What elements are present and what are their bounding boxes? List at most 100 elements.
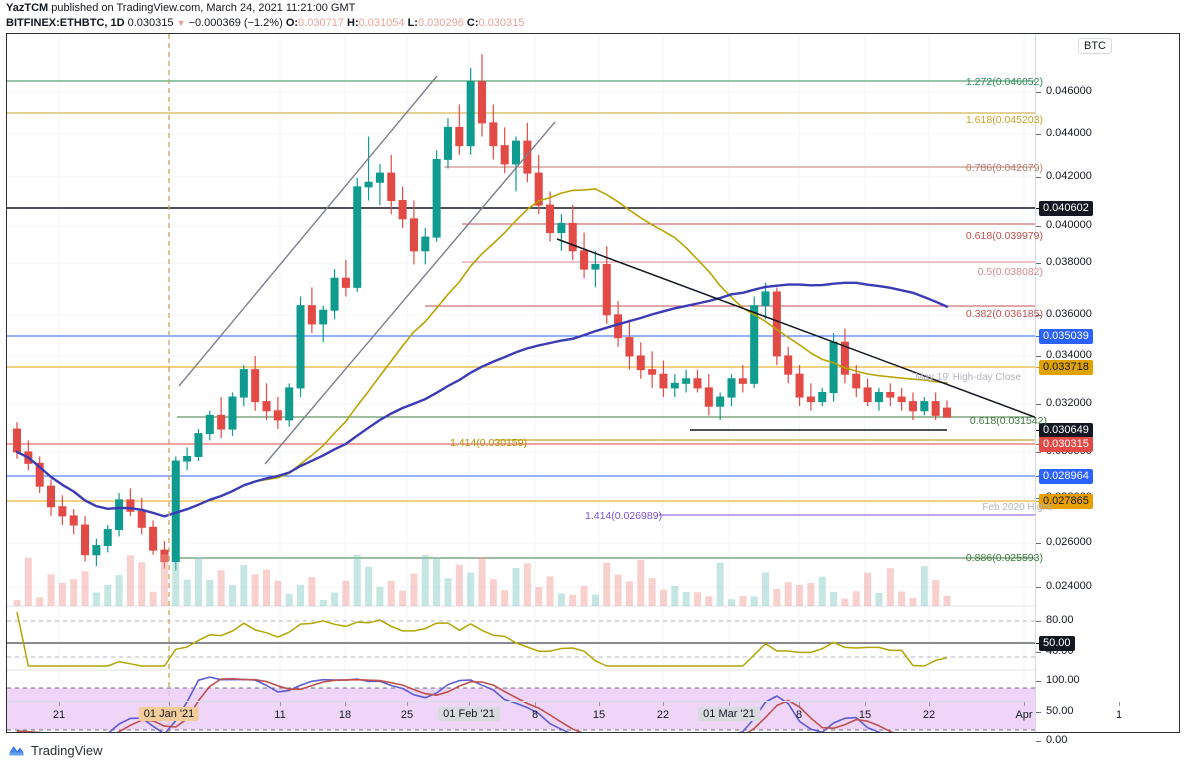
axis-tick-mark [1036, 498, 1041, 499]
time-label-12: 22 [922, 709, 936, 721]
publisher-line: YazTCM published on TradingView.com, Mar… [6, 2, 706, 15]
axis-tick-mark [1036, 543, 1041, 544]
axis-tick-mark [1036, 621, 1041, 622]
time-tick-mark [929, 702, 930, 706]
fib-level-label-1: 1.618(0.045203) [965, 114, 1043, 126]
price-badge-tick [1036, 643, 1041, 644]
time-tick-mark [169, 702, 170, 706]
tradingview-wordmark: TradingView [31, 743, 103, 758]
chart-canvas[interactable] [7, 34, 1035, 732]
change-direction-icon: ▼ [176, 18, 186, 28]
price-tick-label-7: 0.032000 [1046, 397, 1092, 409]
time-tick-mark [535, 702, 536, 706]
time-tick-mark [799, 702, 800, 706]
fib-level-label-4: 0.5(0.038082) [977, 266, 1043, 278]
axis-tick-mark [1036, 226, 1041, 227]
price-badge-2[interactable]: 0.033718 [1039, 360, 1093, 375]
chart-header: YazTCM published on TradingView.com, Mar… [6, 2, 706, 30]
axis-tick-mark [1036, 712, 1041, 713]
high-key: H: [347, 17, 359, 29]
price-badge-0[interactable]: 0.040602 [1039, 201, 1093, 216]
low-value: 0.030296 [417, 17, 464, 29]
tradingview-logo[interactable]: TradingView [8, 742, 103, 759]
close-value: 0.030315 [478, 17, 525, 29]
price-badge-6[interactable]: 0.027865 [1039, 494, 1093, 509]
last-price: 0.030315 [127, 17, 174, 29]
time-label-2: 11 [274, 709, 286, 721]
time-tick-mark [1024, 702, 1025, 706]
fib-level-label-6: 0.618(0.031542) [969, 415, 1047, 427]
time-label-8: 22 [656, 709, 670, 721]
price-badge-5[interactable]: 0.028964 [1039, 469, 1093, 484]
time-label-11: 15 [858, 709, 872, 721]
price-axis[interactable]: BTC 0.046000 0.044000 0.042000 0.040000 0.03… [1035, 34, 1179, 746]
stoch-tick-label-1: 50.00 [1046, 705, 1074, 717]
price-badge-7[interactable]: 50.00 [1039, 636, 1075, 651]
time-label-13: Apr [1015, 709, 1033, 721]
price-tick-label-5: 0.036000 [1046, 308, 1092, 320]
price-tick-label-0: 0.046000 [1046, 85, 1092, 97]
axis-tick-mark [1036, 652, 1041, 653]
price-badge-tick [1036, 336, 1041, 337]
axis-tick-mark [1036, 587, 1041, 588]
time-tick-mark [345, 702, 346, 706]
price-badge-4[interactable]: 0.030315 [1039, 437, 1093, 452]
price-badge-tick [1036, 444, 1041, 445]
time-label-4: 25 [400, 709, 414, 721]
axis-tick-mark [1036, 681, 1041, 682]
time-label-0: 21 [52, 709, 66, 721]
price-tick-label-3: 0.040000 [1046, 219, 1092, 231]
symbol-label[interactable]: BITFINEX:ETHBTC, 1D [6, 17, 125, 29]
open-key: O: [285, 17, 299, 29]
axis-tick-mark [1036, 134, 1041, 135]
time-label-7: 15 [592, 709, 606, 721]
time-label-6: 8 [531, 709, 539, 721]
price-tick-label-2: 0.042000 [1046, 170, 1092, 182]
price-badge-tick [1036, 367, 1041, 368]
time-tick-mark [865, 702, 866, 706]
price-tick-label-6: 0.034000 [1046, 349, 1092, 361]
fib-level-label-7: 0.886(0.025593) [965, 552, 1043, 564]
price-badge-tick [1036, 476, 1041, 477]
low-key: L: [407, 17, 418, 29]
price-badge-tick [1036, 501, 1041, 502]
time-label-10: 8 [795, 709, 803, 721]
author-name: YazTCM [6, 2, 49, 14]
fib-level-label-0: 1.272(0.046052) [965, 76, 1043, 88]
open-value: 0.030717 [298, 17, 344, 29]
axis-tick-mark [1036, 741, 1041, 742]
fib-level-label-3: 0.618(0.039979) [965, 230, 1043, 242]
time-axis[interactable]: 21 01 Jan '21 11 18 25 01 Feb '21 8 15 22 01 Mar … [7, 701, 1122, 732]
rsi-tick-label-0: 80.00 [1046, 614, 1074, 626]
price-tick-label-10: 0.026000 [1046, 536, 1092, 548]
axis-tick-mark [1036, 356, 1041, 357]
axis-tick-mark [1036, 452, 1041, 453]
chart-note-label-0: May 19' High-day Close [915, 372, 1021, 383]
fib-inline-label-1: 1.414(0.026989) [585, 510, 663, 522]
price-tick-label-1: 0.044000 [1046, 127, 1092, 139]
high-value: 0.031054 [358, 17, 405, 29]
price-tick-label-4: 0.038000 [1046, 256, 1092, 268]
stoch-tick-label-2: 0.00 [1046, 734, 1068, 746]
tradingview-logo-icon [9, 746, 24, 756]
price-badge-tick [1036, 430, 1041, 431]
stoch-tick-label-0: 100.00 [1046, 674, 1080, 686]
time-label-9: 01 Mar '21 [698, 707, 760, 721]
time-tick-mark [469, 702, 470, 706]
time-tick-mark [59, 702, 60, 706]
time-tick-mark [407, 702, 408, 706]
axis-tick-mark [1036, 263, 1041, 264]
price-badge-3[interactable]: 0.030649 [1039, 423, 1093, 438]
fib-level-label-2: 0.786(0.042679) [965, 162, 1043, 174]
price-change: −0.000369 (−1.2%) [188, 17, 283, 29]
chart-note-label-1: Feb 2020 Highs [982, 502, 1053, 513]
quote-line: BITFINEX:ETHBTC, 1D 0.030315 ▼ −0.000369… [6, 16, 706, 30]
published-text: published on TradingView.com, March 24, … [51, 2, 356, 14]
axis-tick-mark [1036, 315, 1041, 316]
price-plot-area[interactable] [7, 34, 1035, 732]
price-badge-1[interactable]: 0.035039 [1039, 329, 1093, 344]
axis-tick-mark [1036, 404, 1041, 405]
axis-tick-mark [1036, 92, 1041, 93]
axis-tick-mark [1036, 177, 1041, 178]
